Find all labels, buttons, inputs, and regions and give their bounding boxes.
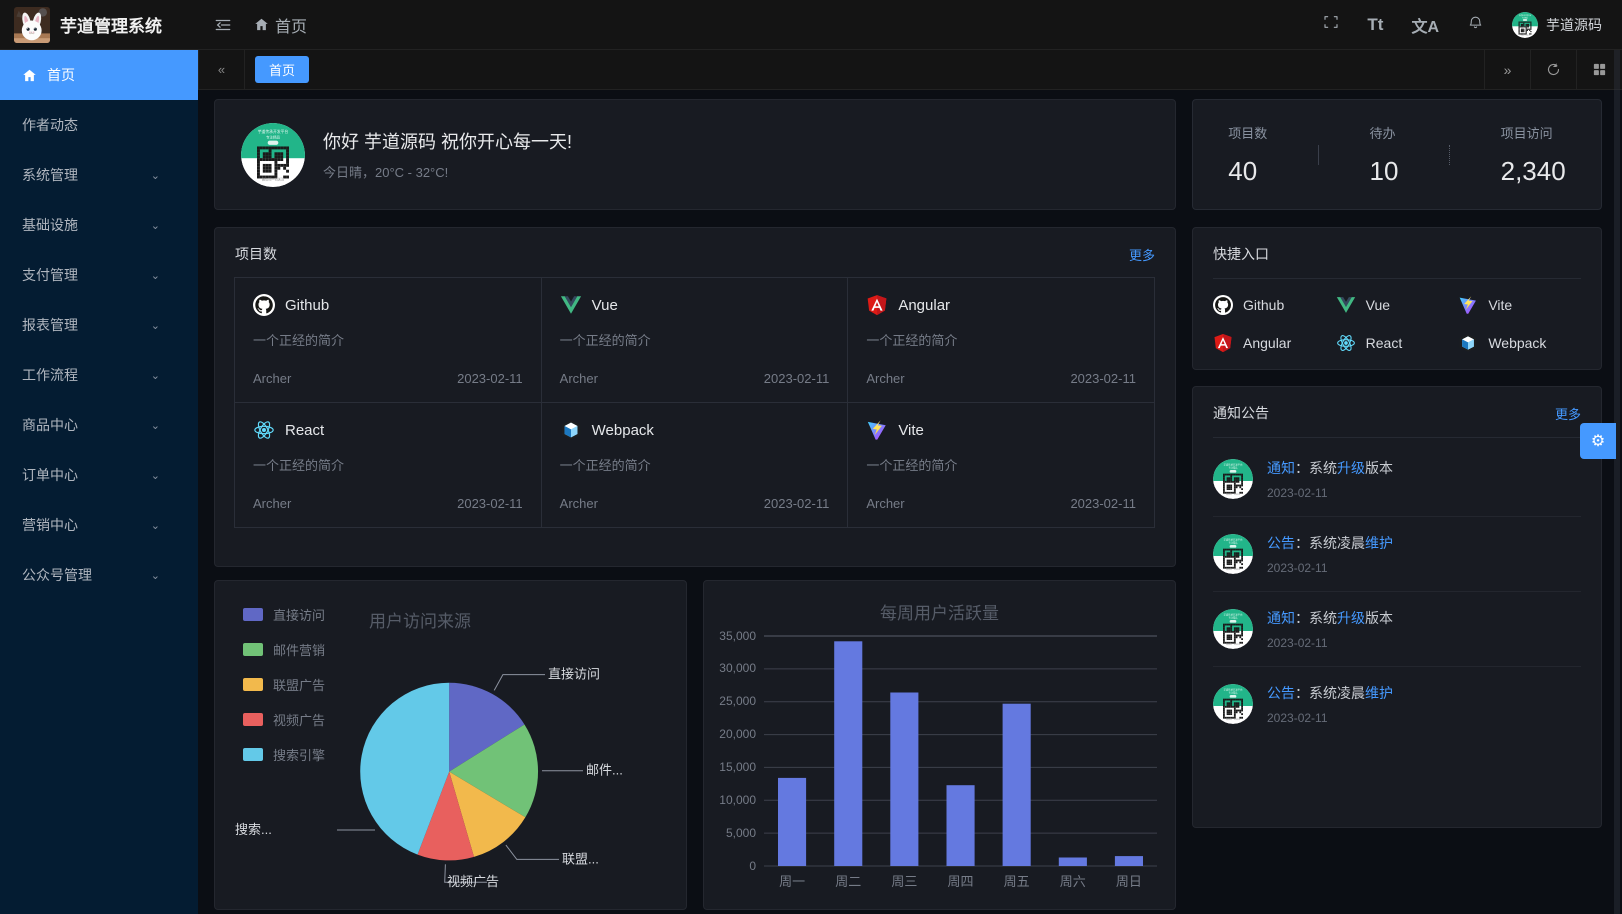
svg-text:周六: 周六 bbox=[1060, 874, 1086, 889]
svg-text:15,000: 15,000 bbox=[719, 760, 756, 774]
svg-text:20,000: 20,000 bbox=[719, 727, 756, 741]
svg-text:直接访问: 直接访问 bbox=[548, 667, 600, 682]
svg-text:周三: 周三 bbox=[891, 874, 917, 889]
svg-text:周一: 周一 bbox=[779, 874, 805, 889]
svg-text:视频广告: 视频广告 bbox=[447, 874, 499, 889]
svg-text:25,000: 25,000 bbox=[719, 694, 756, 708]
svg-text:30,000: 30,000 bbox=[719, 661, 756, 675]
svg-text:搜索...: 搜索... bbox=[235, 822, 272, 837]
svg-text:10,000: 10,000 bbox=[719, 793, 756, 807]
svg-text:邮件...: 邮件... bbox=[586, 763, 623, 778]
svg-text:周日: 周日 bbox=[1116, 874, 1142, 889]
svg-text:联盟...: 联盟... bbox=[562, 851, 599, 866]
svg-text:0: 0 bbox=[749, 859, 756, 873]
svg-text:周四: 周四 bbox=[947, 874, 973, 889]
svg-text:35,000: 35,000 bbox=[719, 629, 756, 643]
svg-text:5,000: 5,000 bbox=[726, 826, 756, 840]
svg-text:周二: 周二 bbox=[835, 874, 861, 889]
svg-text:周五: 周五 bbox=[1004, 874, 1030, 889]
